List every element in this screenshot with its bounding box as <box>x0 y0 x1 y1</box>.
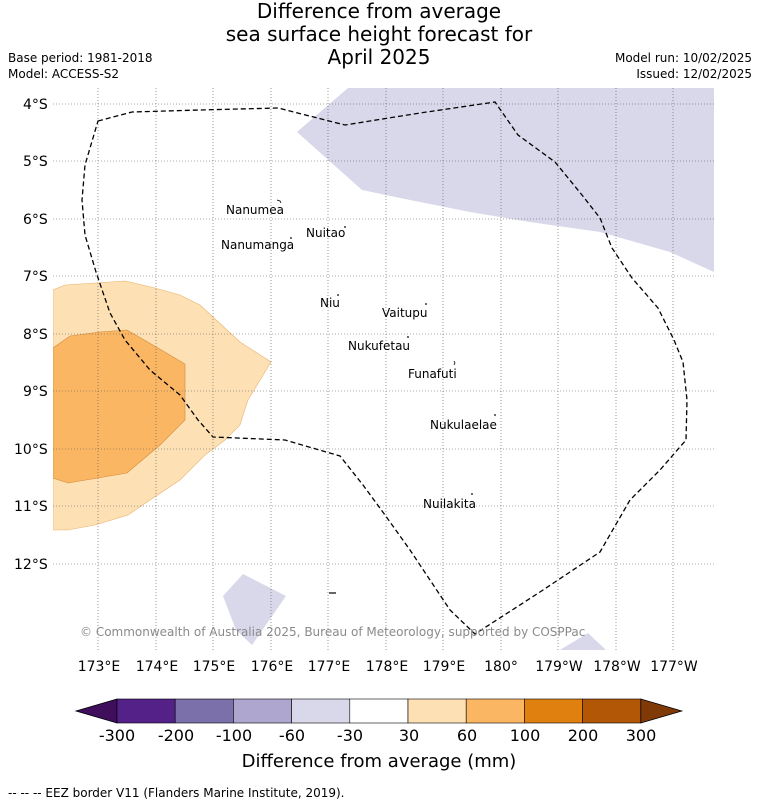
eez-border <box>81 101 688 635</box>
island-label-niu: Niu <box>320 296 340 310</box>
island-label-nuilakita: Nuilakita <box>423 497 476 511</box>
colorbar-tick: -60 <box>279 726 305 745</box>
colorbar-tick: 100 <box>510 726 541 745</box>
lat-axis: 4°S 5°S 6°S 7°S 8°S 9°S 10°S 11°S 12°S <box>14 97 48 573</box>
colorbar-extend-high <box>640 698 684 724</box>
colorbar-tick: -300 <box>99 726 135 745</box>
colorbar-swatch <box>174 698 234 724</box>
colorbar-tick: -100 <box>216 726 252 745</box>
lat-label: 8°S <box>23 327 48 343</box>
meta-right: Model run: 10/02/2025 Issued: 12/02/2025 <box>615 50 752 82</box>
base-period: Base period: 1981-2018 <box>8 51 153 65</box>
issued-date: Issued: 12/02/2025 <box>636 67 752 81</box>
colorbar-swatch <box>524 698 583 724</box>
lat-label: 10°S <box>14 442 48 458</box>
lon-label: 173°E <box>78 659 121 675</box>
neg-anomaly-region-south <box>223 574 286 645</box>
neg-anomaly-region-southeast <box>560 633 606 650</box>
lat-label: 5°S <box>23 154 48 170</box>
copyright-notice: © Commonwealth of Australia 2025, Bureau… <box>80 625 585 639</box>
island-markers <box>276 199 496 594</box>
colorbar-tick: -200 <box>158 726 194 745</box>
colorbar-label: Difference from average (mm) <box>242 751 517 772</box>
colorbar-extend-low <box>74 698 118 724</box>
island-label-nuitao: Nuitao <box>306 226 345 240</box>
lon-axis: 173°E 174°E 175°E 176°E 177°E 178°E 179°… <box>78 659 698 675</box>
pos-anomaly-region-inner <box>53 329 186 484</box>
lat-label: 12°S <box>14 557 48 573</box>
colorbar-swatch <box>465 698 525 724</box>
island-label-funafuti: Funafuti <box>408 367 457 381</box>
model-run: Model run: 10/02/2025 <box>614 51 752 65</box>
lon-label: 180° <box>484 659 518 675</box>
colorbar-swatch <box>291 698 351 724</box>
lat-label: 9°S <box>23 384 48 400</box>
lat-label: 6°S <box>23 212 48 228</box>
island-label-nanumea: Nanumea <box>226 203 284 217</box>
lat-label: 4°S <box>23 97 48 113</box>
colorbar-tick: 300 <box>626 726 657 745</box>
eez-legend-footer: -- -- -- EEZ border V11 (Flanders Marine… <box>8 786 345 800</box>
colorbar-ticks: -300 -200 -100 -60 -30 30 60 100 200 300 <box>99 726 656 745</box>
colorbar-swatch <box>349 698 409 724</box>
lat-label: 11°S <box>14 499 48 515</box>
island-label-nukulaelae: Nukulaelae <box>430 418 497 432</box>
lon-label: 178°W <box>593 659 641 675</box>
map-title: Difference from average sea surface heig… <box>0 0 758 69</box>
neg-anomaly-region-north <box>297 88 714 272</box>
colorbar-tick: 60 <box>457 726 477 745</box>
lon-label: 177°E <box>308 659 351 675</box>
title-line-3: April 2025 <box>327 45 431 69</box>
colorbar-swatch <box>582 698 642 724</box>
colorbar <box>74 698 684 724</box>
lon-label: 178°E <box>366 659 409 675</box>
title-line-1: Difference from average <box>256 0 502 23</box>
lon-label: 176°E <box>251 659 294 675</box>
lon-label: 177°W <box>650 659 698 675</box>
colorbar-swatch <box>116 698 176 724</box>
colorbar-tick: 200 <box>568 726 599 745</box>
title-line-2: sea surface height forecast for <box>225 22 533 46</box>
colorbar-swatch <box>407 698 467 724</box>
lon-label: 174°E <box>136 659 179 675</box>
colorbar-swatch <box>233 698 292 724</box>
grid-lines <box>53 88 714 650</box>
island-label-nukufetau: Nukufetau <box>348 339 410 353</box>
lat-label: 7°S <box>23 269 48 285</box>
colorbar-tick: -30 <box>337 726 363 745</box>
lon-label: 179°E <box>423 659 466 675</box>
lon-label: 179°W <box>535 659 583 675</box>
lon-label: 175°E <box>193 659 236 675</box>
colorbar-tick: 30 <box>399 726 419 745</box>
meta-left: Base period: 1981-2018 Model: ACCESS-S2 <box>8 50 153 82</box>
island-label-vaitupu: Vaitupu <box>382 306 428 320</box>
map-area <box>53 88 714 650</box>
model-name: Model: ACCESS-S2 <box>8 67 120 81</box>
island-labels: Nanumea Nuitao Nanumanga Niu Vaitupu Nuk… <box>221 203 497 511</box>
island-label-nanumanga: Nanumanga <box>221 238 294 252</box>
